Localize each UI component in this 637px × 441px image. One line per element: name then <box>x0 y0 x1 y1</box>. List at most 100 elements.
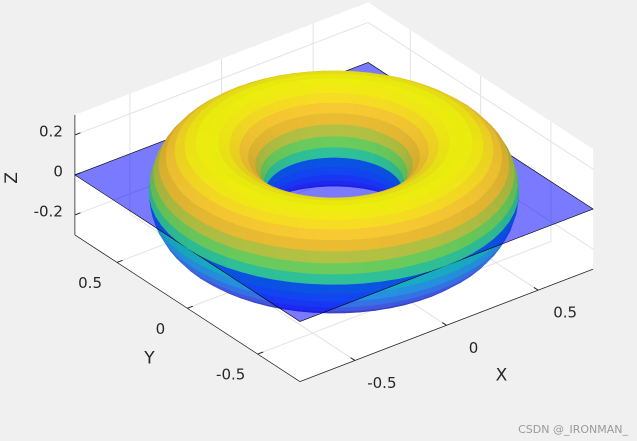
torus-facet <box>293 238 313 252</box>
torus-facet <box>328 211 345 221</box>
torus-facet <box>308 147 317 160</box>
x-tick-label: 0 <box>469 339 479 357</box>
torus-facet <box>363 259 382 274</box>
y-tick <box>116 259 123 263</box>
torus-facet <box>320 124 330 137</box>
torus-facet <box>315 204 331 213</box>
torus-facet <box>317 200 331 206</box>
torus-facet <box>312 78 327 87</box>
torus-facet <box>337 84 350 95</box>
torus-facet <box>310 239 329 253</box>
torus-facet <box>328 113 338 126</box>
torus-facet <box>291 271 311 284</box>
torus-facet <box>319 113 330 126</box>
torus-facet <box>337 73 353 80</box>
torus-facet <box>309 261 329 275</box>
torus-facet <box>362 149 370 163</box>
torus-facet <box>361 237 380 251</box>
torus-facet <box>362 248 382 263</box>
torus-facet <box>324 73 339 79</box>
torus-facet <box>336 113 346 126</box>
torus-facet <box>328 135 337 148</box>
torus-facet <box>327 262 347 275</box>
torus-facet <box>295 227 314 241</box>
torus-facet <box>314 84 328 95</box>
z-tick-label: -0.2 <box>34 202 63 220</box>
torus-facet <box>314 136 323 149</box>
z-tick-label: 0.2 <box>39 122 63 140</box>
watermark: CSDN @_IRONMAN_ <box>518 423 628 436</box>
torus-facet <box>343 219 361 231</box>
torus-facet <box>312 219 330 231</box>
torus-facet <box>328 229 346 241</box>
torus-facet <box>206 145 221 153</box>
torus-facet <box>337 78 351 86</box>
torus-facet <box>325 78 339 86</box>
torus-facet <box>323 70 340 75</box>
x-tick-label: 0.5 <box>553 304 577 322</box>
torus-facet <box>449 137 462 146</box>
torus-facet <box>311 228 330 241</box>
torus-facet <box>327 251 347 264</box>
torus-facet <box>328 219 345 231</box>
x-tick-label: -0.5 <box>367 374 396 392</box>
y-axis-label: Y <box>143 348 155 368</box>
grid-line <box>367 22 594 170</box>
torus-facet <box>341 204 357 213</box>
torus-facet <box>359 226 378 240</box>
torus-facet <box>275 246 295 262</box>
torus-facet <box>206 139 219 148</box>
torus-facet <box>296 150 304 163</box>
y-tick-label: 0 <box>156 320 166 338</box>
torus-facet <box>342 210 359 221</box>
torus-facet <box>292 249 312 263</box>
torus-facet <box>345 261 365 275</box>
torus-facet <box>302 148 310 162</box>
z-tick-label: 0 <box>53 162 63 180</box>
z-tick <box>74 132 81 136</box>
grid-line <box>74 21 369 136</box>
torus-facet <box>322 146 330 159</box>
torus-facet <box>315 147 324 159</box>
torus-facet <box>329 205 344 213</box>
torus-facet <box>297 218 315 230</box>
z-axis-label: Z <box>2 172 22 184</box>
torus-facet <box>327 240 346 253</box>
x-tick <box>533 286 539 291</box>
x-axis-label: X <box>496 365 508 385</box>
torus-facet <box>309 272 329 285</box>
torus-facet <box>299 209 317 221</box>
torus-facet <box>342 136 352 149</box>
y-tick <box>257 351 264 355</box>
torus-facet <box>336 124 345 137</box>
torus-facet <box>355 148 364 161</box>
x-tick <box>442 322 447 326</box>
torus-facet <box>345 250 364 264</box>
torus-facet <box>336 102 347 115</box>
torus-facet <box>329 146 337 158</box>
z-tick <box>74 212 81 216</box>
x-tick <box>350 357 356 361</box>
torus-facet <box>344 239 363 252</box>
torus-facet <box>344 228 362 241</box>
torus-facet <box>321 135 330 148</box>
torus-facet <box>314 211 330 221</box>
torus-facet <box>342 147 351 159</box>
torus-facet <box>335 135 344 148</box>
torus-facet <box>326 93 338 104</box>
torus-facet <box>349 147 357 160</box>
torus-facet <box>327 102 338 114</box>
torus-facet <box>310 250 329 264</box>
torus-facet <box>329 200 343 206</box>
torus-facet <box>327 273 347 285</box>
torus-facet <box>195 133 209 142</box>
y-tick-label: 0.5 <box>78 274 102 292</box>
y-tick <box>187 305 194 309</box>
torus-facet <box>291 260 311 274</box>
y-tick-label: -0.5 <box>216 366 245 384</box>
torus-facet <box>448 143 462 151</box>
torus-facet <box>329 197 342 202</box>
torus-facet <box>326 84 339 94</box>
torus-facet <box>458 131 473 139</box>
